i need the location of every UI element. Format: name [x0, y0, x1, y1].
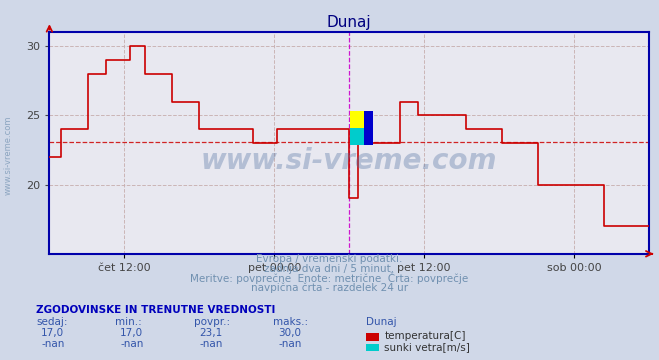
Text: maks.:: maks.: — [273, 317, 308, 327]
Text: -nan: -nan — [278, 339, 302, 349]
Text: zadnja dva dni / 5 minut.: zadnja dva dni / 5 minut. — [264, 264, 395, 274]
Text: 17,0: 17,0 — [41, 328, 65, 338]
Text: www.si-vreme.com: www.si-vreme.com — [3, 115, 13, 194]
Text: temperatura[C]: temperatura[C] — [384, 331, 466, 341]
Text: navpična črta - razdelek 24 ur: navpična črta - razdelek 24 ur — [251, 283, 408, 293]
Text: sedaj:: sedaj: — [36, 317, 68, 327]
Text: 17,0: 17,0 — [120, 328, 144, 338]
Text: ZGODOVINSKE IN TRENUTNE VREDNOSTI: ZGODOVINSKE IN TRENUTNE VREDNOSTI — [36, 305, 275, 315]
Text: -nan: -nan — [120, 339, 144, 349]
Text: povpr.:: povpr.: — [194, 317, 231, 327]
Text: -nan: -nan — [199, 339, 223, 349]
Bar — [364, 111, 373, 145]
Text: Dunaj: Dunaj — [366, 317, 396, 327]
Text: Evropa / vremenski podatki.: Evropa / vremenski podatki. — [256, 254, 403, 264]
Title: Dunaj: Dunaj — [327, 15, 372, 30]
Text: sunki vetra[m/s]: sunki vetra[m/s] — [384, 342, 470, 352]
Text: 30,0: 30,0 — [279, 328, 301, 338]
Text: -nan: -nan — [41, 339, 65, 349]
Bar — [351, 111, 364, 128]
Text: Meritve: povprečne  Enote: metrične  Črta: povprečje: Meritve: povprečne Enote: metrične Črta:… — [190, 271, 469, 284]
Text: 23,1: 23,1 — [199, 328, 223, 338]
Bar — [351, 128, 364, 145]
Text: min.:: min.: — [115, 317, 142, 327]
Text: www.si-vreme.com: www.si-vreme.com — [201, 147, 498, 175]
